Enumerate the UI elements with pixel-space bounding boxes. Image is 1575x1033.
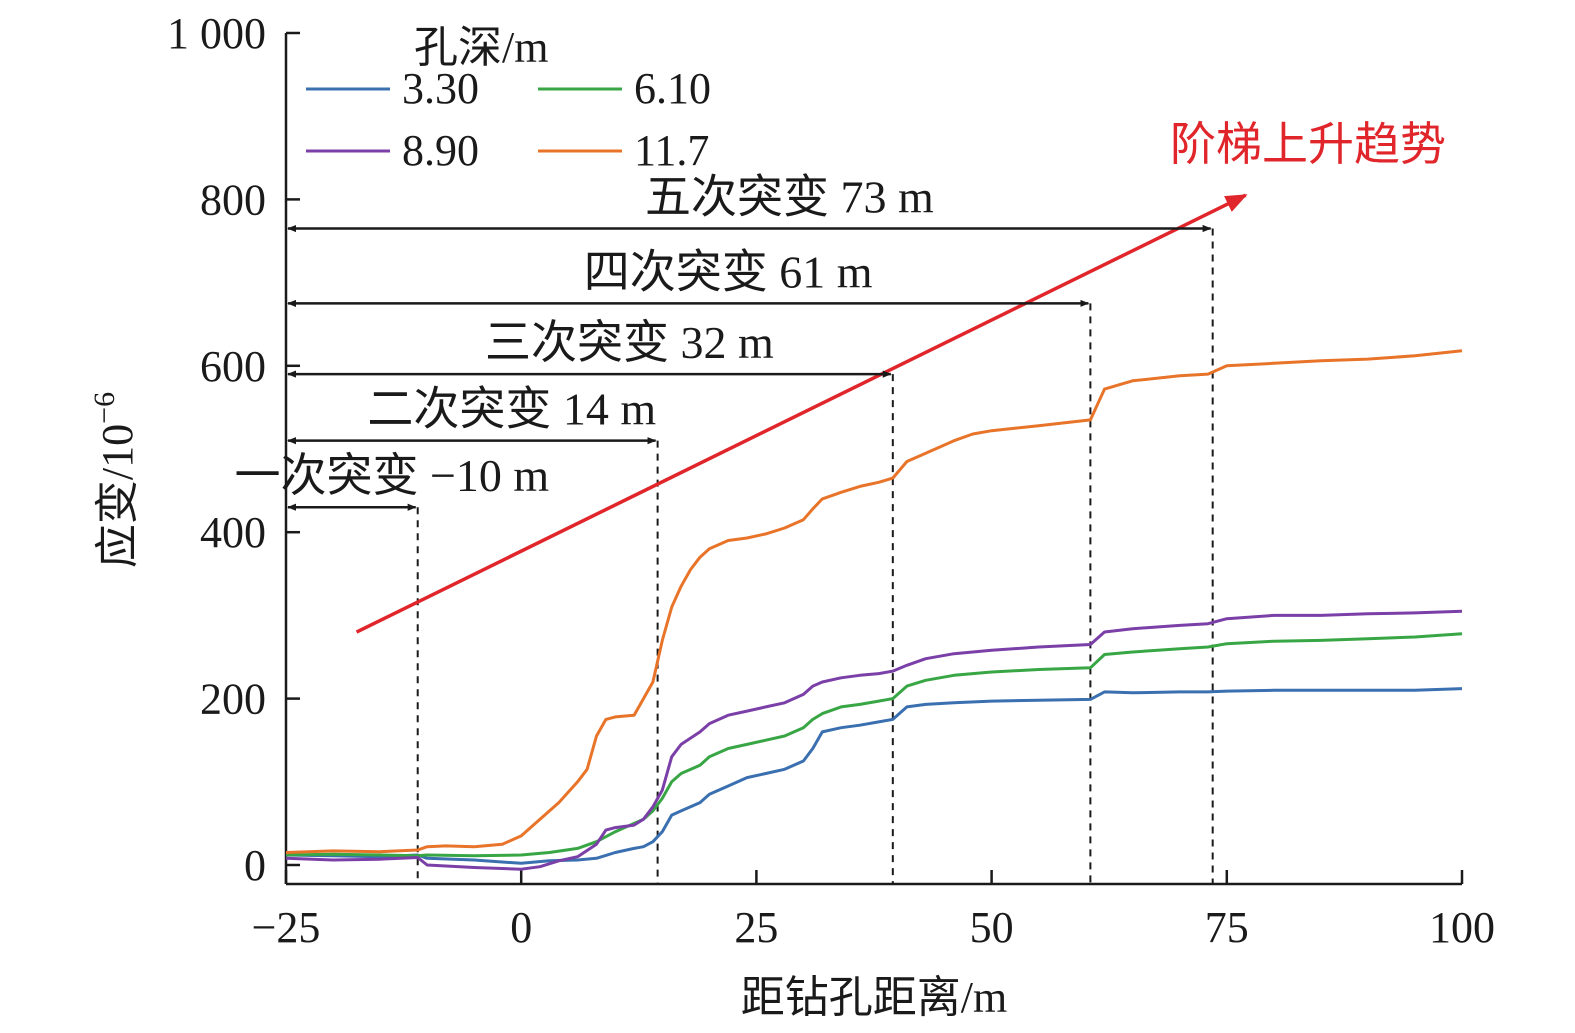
- y-tick-label: 1 000: [167, 9, 266, 58]
- x-tick-label: 100: [1429, 903, 1495, 952]
- y-axis-title: 应变/10−6: [88, 392, 142, 568]
- x-ticks: −25 0 25 50 75 100: [252, 870, 1495, 952]
- y-axis-title-exponent: −6: [88, 392, 121, 424]
- y-axis-title-main: 应变/10: [93, 424, 142, 568]
- event-label: 二次突变 14 m: [367, 384, 656, 435]
- event-label: 一次突变 −10 m: [234, 450, 549, 501]
- event-label: 四次突变 61 m: [584, 246, 873, 297]
- y-ticks: 0 200 400 600 800 1 000: [167, 9, 300, 890]
- x-tick-label: 0: [510, 903, 532, 952]
- series-line-11-7: [285, 349, 1463, 854]
- legend-label: 6.10: [634, 64, 711, 113]
- y-tick-label: 200: [200, 675, 266, 724]
- x-tick-label: −25: [252, 903, 321, 952]
- trend-arrow: [355, 193, 1248, 634]
- y-tick-label: 400: [200, 508, 266, 557]
- y-tick-label: 800: [200, 175, 266, 224]
- y-tick-label: 600: [200, 342, 266, 391]
- x-tick-label: 50: [970, 903, 1014, 952]
- trend-group: 阶梯上升趋势: [355, 117, 1446, 634]
- axes: −25 0 25 50 75 100 0 200 400 600 800 1 000: [167, 9, 1495, 952]
- legend-items: 3.30 6.10 8.90 11.7: [306, 64, 711, 175]
- x-tick-label: 75: [1205, 903, 1249, 952]
- series-line-6-10: [285, 632, 1463, 858]
- event-label: 五次突变 73 m: [645, 172, 934, 223]
- trend-label: 阶梯上升趋势: [1170, 117, 1446, 171]
- legend-label: 3.30: [402, 64, 479, 113]
- legend-label: 8.90: [402, 126, 479, 175]
- series-line-3-30: [285, 687, 1463, 865]
- x-axis-title: 距钻孔距离/m: [741, 973, 1007, 1022]
- series-line-8-90: [285, 609, 1463, 871]
- legend-title: 孔深/m: [414, 23, 548, 72]
- event-annotations: 一次突变 −10 m 二次突变 14 m 三次突变 32 m 四次突变 61 m 五次突…: [234, 172, 1212, 511]
- event-label: 三次突变 32 m: [485, 317, 774, 368]
- legend-label: 11.7: [634, 126, 709, 175]
- legend: 孔深/m 3.30 6.10 8.90 11.7: [306, 23, 711, 175]
- x-tick-label: 25: [734, 903, 778, 952]
- y-tick-label: 0: [244, 841, 266, 890]
- series-lines: [285, 349, 1463, 871]
